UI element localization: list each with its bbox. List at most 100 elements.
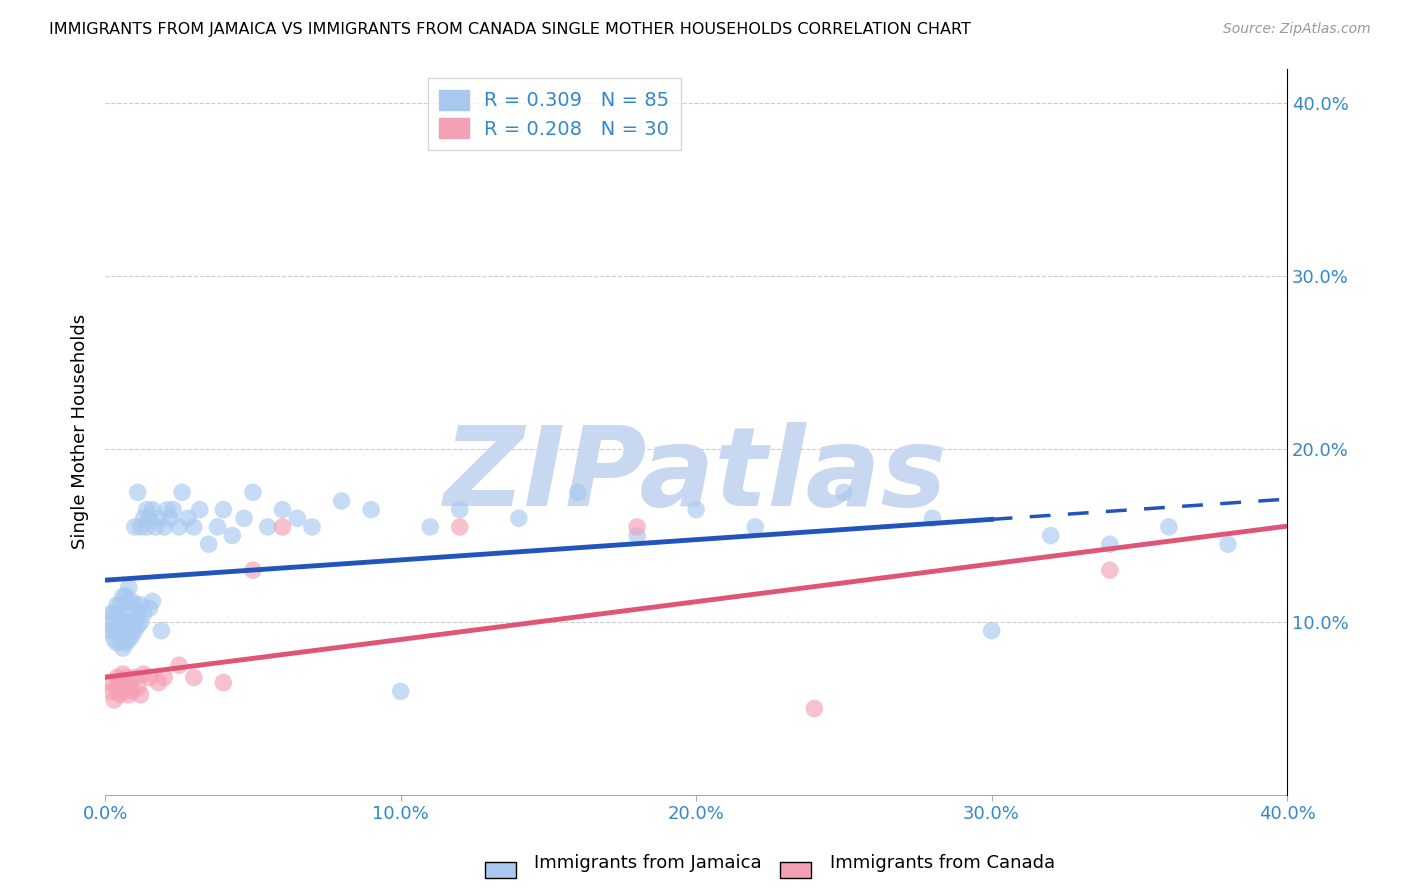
Point — [197, 537, 219, 551]
Point — [1157, 520, 1180, 534]
Point — [150, 624, 173, 638]
Point — [115, 615, 138, 629]
Point — [301, 520, 323, 534]
Point — [233, 511, 256, 525]
Point — [419, 520, 441, 534]
Point — [1216, 537, 1239, 551]
Point — [124, 670, 146, 684]
Point — [242, 485, 264, 500]
Point — [100, 684, 122, 698]
Point — [212, 502, 235, 516]
Point — [127, 607, 149, 621]
Point — [111, 589, 134, 603]
Point — [127, 618, 149, 632]
Point — [124, 615, 146, 629]
Text: IMMIGRANTS FROM JAMAICA VS IMMIGRANTS FROM CANADA SINGLE MOTHER HOUSEHOLDS CORRE: IMMIGRANTS FROM JAMAICA VS IMMIGRANTS FR… — [49, 22, 972, 37]
Point — [129, 598, 152, 612]
Point — [108, 598, 131, 612]
Point — [167, 520, 190, 534]
Point — [129, 615, 152, 629]
Point — [153, 670, 176, 684]
Point — [118, 581, 141, 595]
Point — [103, 624, 125, 638]
Point — [626, 528, 648, 542]
Point — [97, 675, 120, 690]
Point — [124, 598, 146, 612]
Point — [153, 520, 176, 534]
Point — [108, 629, 131, 643]
Point — [148, 511, 170, 525]
Point — [285, 511, 308, 525]
Point — [138, 670, 160, 684]
Point — [108, 675, 131, 690]
Point — [256, 520, 278, 534]
Legend: R = 0.309   N = 85, R = 0.208   N = 30: R = 0.309 N = 85, R = 0.208 N = 30 — [427, 78, 681, 151]
Point — [108, 618, 131, 632]
Point — [132, 607, 155, 621]
Text: ZIPatlas: ZIPatlas — [444, 422, 948, 529]
Point — [567, 485, 589, 500]
Point — [1039, 528, 1062, 542]
Point — [105, 681, 128, 695]
Point — [183, 520, 205, 534]
Point — [170, 485, 193, 500]
Point — [127, 485, 149, 500]
Point — [921, 511, 943, 525]
Point — [162, 502, 184, 516]
Point — [121, 629, 143, 643]
Point — [108, 688, 131, 702]
Point — [108, 607, 131, 621]
Point — [221, 528, 243, 542]
Point — [135, 502, 157, 516]
Point — [148, 675, 170, 690]
Point — [242, 563, 264, 577]
Point — [177, 511, 200, 525]
Point — [115, 636, 138, 650]
Point — [129, 688, 152, 702]
Point — [111, 684, 134, 698]
Point — [127, 681, 149, 695]
Point — [159, 511, 181, 525]
Point — [111, 640, 134, 655]
Point — [105, 670, 128, 684]
Point — [145, 520, 167, 534]
Point — [118, 675, 141, 690]
Point — [132, 667, 155, 681]
Point — [271, 502, 294, 516]
Point — [103, 607, 125, 621]
Point — [330, 494, 353, 508]
Point — [141, 502, 163, 516]
Point — [100, 607, 122, 621]
Y-axis label: Single Mother Households: Single Mother Households — [72, 314, 89, 549]
Point — [138, 601, 160, 615]
Point — [105, 624, 128, 638]
Point — [271, 520, 294, 534]
Point — [138, 511, 160, 525]
Point — [207, 520, 229, 534]
Point — [121, 684, 143, 698]
Point — [156, 502, 179, 516]
Point — [111, 667, 134, 681]
Text: Source: ZipAtlas.com: Source: ZipAtlas.com — [1223, 22, 1371, 37]
Point — [118, 632, 141, 647]
Point — [449, 502, 471, 516]
Text: Immigrants from Canada: Immigrants from Canada — [830, 855, 1054, 872]
Point — [111, 624, 134, 638]
Point — [118, 624, 141, 638]
Point — [103, 693, 125, 707]
Point — [167, 658, 190, 673]
Point — [105, 598, 128, 612]
Point — [132, 511, 155, 525]
Text: Immigrants from Jamaica: Immigrants from Jamaica — [534, 855, 762, 872]
Point — [360, 502, 382, 516]
Point — [212, 675, 235, 690]
Point — [980, 624, 1002, 638]
Point — [135, 520, 157, 534]
Point — [141, 594, 163, 608]
Point — [449, 520, 471, 534]
Point — [105, 636, 128, 650]
Point — [115, 681, 138, 695]
Point — [626, 520, 648, 534]
Point — [115, 670, 138, 684]
Point — [1098, 563, 1121, 577]
